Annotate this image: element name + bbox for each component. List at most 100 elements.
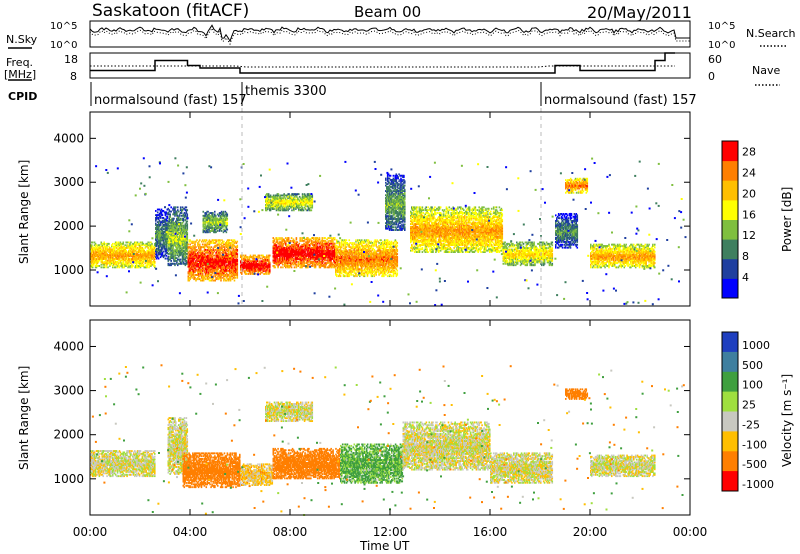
power-cell xyxy=(275,209,278,212)
power-cell xyxy=(226,276,228,279)
power-cell xyxy=(215,214,217,217)
power-cell xyxy=(202,253,205,256)
power-cell xyxy=(128,260,130,263)
power-cell xyxy=(226,269,229,272)
power-cell xyxy=(228,278,231,281)
power-cell xyxy=(170,234,172,237)
power-cell xyxy=(203,225,206,228)
power-cell xyxy=(223,275,225,278)
power-cell xyxy=(241,261,244,264)
power-cell xyxy=(224,267,226,269)
power-cell xyxy=(232,258,235,261)
power-cell xyxy=(222,274,224,276)
power-cell xyxy=(220,224,223,227)
power-cell xyxy=(265,201,267,204)
power-cell xyxy=(177,233,179,236)
power-cell xyxy=(164,235,167,238)
power-cell xyxy=(143,252,146,255)
power-cell xyxy=(240,261,242,264)
power-cell xyxy=(288,201,290,204)
power-cell xyxy=(210,258,213,261)
power-cell xyxy=(228,239,231,242)
power-cell xyxy=(185,260,188,262)
power-cell xyxy=(138,255,141,258)
power-cell xyxy=(104,247,106,249)
power-cell xyxy=(218,242,220,244)
power-cell xyxy=(161,247,164,250)
power-cell xyxy=(236,240,239,243)
power-cell xyxy=(174,207,176,210)
power-cell xyxy=(206,216,208,219)
power-cell xyxy=(219,253,221,256)
power-cell xyxy=(218,258,220,261)
power-cell xyxy=(288,202,290,205)
power-cell xyxy=(185,236,188,238)
power-cell xyxy=(301,200,304,202)
power-cell xyxy=(291,198,293,201)
power-cell xyxy=(170,257,172,260)
power-cell xyxy=(208,225,210,228)
power-cell xyxy=(209,258,212,261)
power-cell xyxy=(232,274,235,276)
power-cell xyxy=(112,262,115,265)
power-cell xyxy=(220,258,222,261)
power-cell xyxy=(208,227,210,230)
power-cell xyxy=(166,239,169,242)
power-cell xyxy=(274,260,276,263)
power-cell xyxy=(113,247,116,249)
power-cell xyxy=(97,256,100,259)
power-cell xyxy=(213,220,215,223)
power-cell xyxy=(105,242,107,245)
power-cell xyxy=(165,242,168,245)
power-cell xyxy=(241,270,244,273)
power-cell xyxy=(153,263,155,266)
power-cell xyxy=(179,238,182,241)
power-cell xyxy=(218,239,220,242)
power-cell xyxy=(150,245,152,248)
power-cell xyxy=(152,249,154,252)
power-cell xyxy=(167,241,170,244)
power-cell xyxy=(293,193,295,196)
power-cell xyxy=(157,257,160,260)
power-cell xyxy=(142,249,145,252)
power-cell xyxy=(183,214,186,217)
power-cell xyxy=(177,214,179,217)
power-cell xyxy=(226,258,228,261)
power-cell xyxy=(223,246,225,249)
power-cell xyxy=(206,228,208,231)
power-cell xyxy=(203,256,206,258)
power-cell xyxy=(206,221,208,224)
power-cell xyxy=(176,233,178,236)
power-cell xyxy=(166,215,169,218)
power-cell xyxy=(195,260,197,262)
power-cell xyxy=(146,265,148,267)
power-cell xyxy=(188,269,191,272)
power-cell xyxy=(272,256,275,259)
noise-right-label: N.Search xyxy=(746,27,796,40)
power-cell xyxy=(269,209,272,212)
power-cell xyxy=(166,233,169,236)
power-cell xyxy=(124,265,126,267)
power-cell xyxy=(233,256,236,258)
power-cell xyxy=(165,240,168,243)
power-cell xyxy=(264,257,266,260)
power-cell xyxy=(229,276,232,279)
power-cell xyxy=(103,263,105,266)
power-cell xyxy=(142,263,145,266)
power-cell xyxy=(231,257,234,260)
power-cell xyxy=(158,229,161,232)
power-cell xyxy=(221,260,223,262)
power-cell xyxy=(162,235,165,238)
power-cell xyxy=(201,269,204,272)
power-cell xyxy=(106,255,108,258)
power-cell xyxy=(147,256,149,259)
power-cell xyxy=(136,259,139,262)
power-cell xyxy=(208,265,211,268)
power-cell xyxy=(270,200,273,202)
power-cell xyxy=(124,254,126,256)
power-cell xyxy=(208,224,210,227)
power-cell xyxy=(155,214,157,217)
power-cell xyxy=(210,267,213,269)
power-cell xyxy=(103,254,105,256)
power-cell xyxy=(230,242,233,244)
